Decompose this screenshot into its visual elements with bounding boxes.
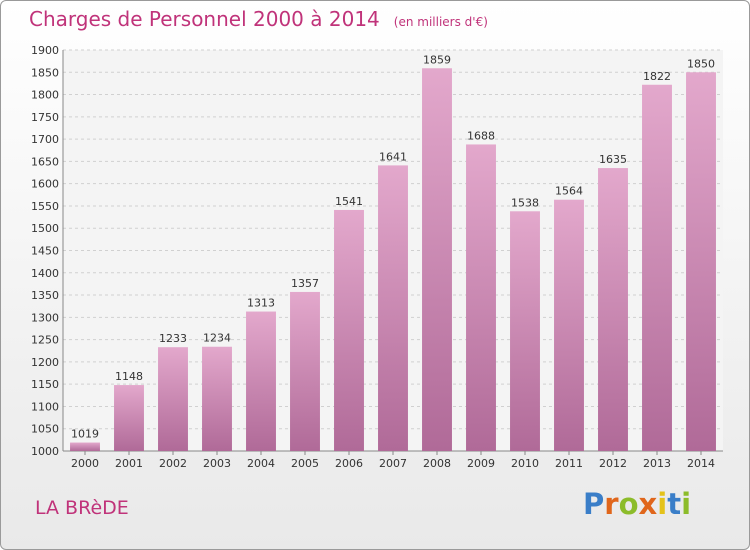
bar-2008: [422, 68, 452, 452]
bar-2011: [554, 199, 584, 451]
bar-value-label: 1357: [291, 277, 319, 290]
bar-value-label: 1538: [511, 196, 539, 209]
x-tick-label: 2000: [71, 457, 99, 470]
bar-2014: [686, 72, 716, 452]
bar-2009: [466, 144, 496, 452]
bar-value-label: 1234: [203, 332, 231, 345]
bar-2000: [70, 442, 100, 451]
y-tick-label: 1000: [31, 445, 59, 458]
x-tick-label: 2005: [291, 457, 319, 470]
location-label: LA BRèDE: [35, 497, 129, 519]
bar-value-label: 1019: [71, 428, 99, 441]
chart-subtitle: (en milliers d'€): [393, 15, 488, 29]
x-tick-label: 2002: [159, 457, 187, 470]
x-tick-label: 2012: [599, 457, 627, 470]
y-tick-label: 1100: [31, 400, 59, 413]
y-tick-label: 1450: [31, 245, 59, 258]
bar-value-label: 1688: [467, 129, 495, 142]
y-tick-label: 1200: [31, 356, 59, 369]
bar-2007: [378, 165, 408, 451]
y-tick-label: 1050: [31, 423, 59, 436]
y-tick-label: 1650: [31, 155, 59, 168]
y-tick-label: 1550: [31, 200, 59, 213]
bar-2010: [510, 211, 540, 451]
y-tick-label: 1150: [31, 378, 59, 391]
y-tick-label: 1250: [31, 334, 59, 347]
y-tick-label: 1600: [31, 178, 59, 191]
x-tick-label: 2006: [335, 457, 363, 470]
x-tick-label: 2011: [555, 457, 583, 470]
y-tick-label: 1500: [31, 222, 59, 235]
y-tick-label: 1350: [31, 289, 59, 302]
y-tick-label: 1900: [31, 44, 59, 57]
bar-value-label: 1822: [643, 70, 671, 83]
bar-2013: [642, 84, 672, 452]
chart-title-text: Charges de Personnel 2000 à 2014: [29, 7, 380, 31]
bar-2004: [246, 311, 276, 451]
chart-title: Charges de Personnel 2000 à 2014 (en mill…: [29, 7, 488, 31]
bar-value-label: 1859: [423, 53, 451, 66]
x-tick-label: 2010: [511, 457, 539, 470]
x-tick-label: 2008: [423, 457, 451, 470]
x-tick-label: 2009: [467, 457, 495, 470]
bar-value-label: 1635: [599, 153, 627, 166]
bar-2012: [598, 168, 628, 452]
bar-2006: [334, 209, 364, 451]
bar-2001: [114, 385, 144, 451]
bar-2003: [202, 346, 232, 451]
x-tick-label: 2013: [643, 457, 671, 470]
bar-value-label: 1850: [687, 57, 715, 70]
y-tick-label: 1300: [31, 311, 59, 324]
bar-value-label: 1564: [555, 185, 583, 198]
x-tick-label: 2001: [115, 457, 143, 470]
bar-value-label: 1541: [335, 195, 363, 208]
bar-value-label: 1313: [247, 297, 275, 310]
y-tick-label: 1400: [31, 267, 59, 280]
y-tick-label: 1750: [31, 111, 59, 124]
bar-2002: [158, 347, 188, 451]
x-tick-label: 2003: [203, 457, 231, 470]
proxiti-logo: Proxiti: [583, 487, 692, 521]
x-tick-label: 2014: [687, 457, 715, 470]
bar-value-label: 1641: [379, 150, 407, 163]
bar-value-label: 1148: [115, 370, 143, 383]
y-tick-label: 1700: [31, 133, 59, 146]
bar-value-label: 1233: [159, 332, 187, 345]
bar-2005: [290, 291, 320, 451]
x-tick-label: 2007: [379, 457, 407, 470]
y-tick-label: 1850: [31, 66, 59, 79]
y-tick-label: 1800: [31, 89, 59, 102]
x-tick-label: 2004: [247, 457, 275, 470]
